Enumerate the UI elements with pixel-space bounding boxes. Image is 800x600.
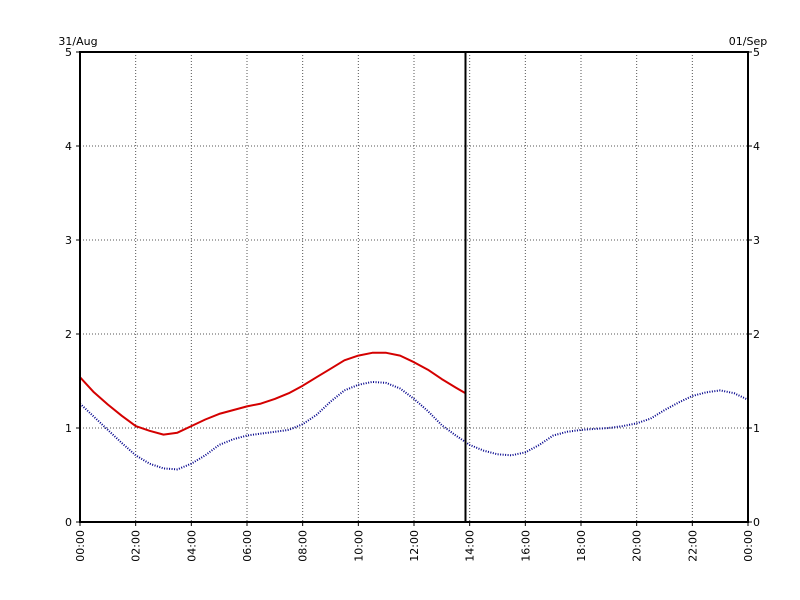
y-tick-label-left: 3: [65, 234, 72, 247]
series-layer: [79, 351, 749, 471]
x-tick-label: 18:00: [575, 530, 588, 562]
grid-layer: [80, 52, 748, 522]
y-tick-label-right: 4: [753, 140, 760, 153]
y-tick-label-right: 5: [753, 46, 760, 59]
predicted-series-line: [79, 380, 749, 471]
x-tick-label: 10:00: [352, 530, 365, 562]
observed-series-line: [79, 351, 467, 436]
y-tick-label-right: 0: [753, 516, 760, 529]
date-label-left: 31/Aug: [58, 35, 97, 48]
y-tick-label-left: 0: [65, 516, 72, 529]
x-tick-label: 22:00: [686, 530, 699, 562]
x-tick-label: 20:00: [631, 530, 644, 562]
x-tick-label: 04:00: [185, 530, 198, 562]
x-tick-label: 02:00: [130, 530, 143, 562]
y-tick-label-left: 4: [65, 140, 72, 153]
x-tick-label: 16:00: [519, 530, 532, 562]
y-tick-label-left: 2: [65, 328, 72, 341]
axes-layer: [76, 51, 752, 526]
x-tick-label: 12:00: [408, 530, 421, 562]
x-tick-label: 00:00: [742, 530, 755, 562]
y-tick-label-right: 2: [753, 328, 760, 341]
labels-layer: 0 0 1 1 2 2 3 3 4 4 5 5 00:00 02:00 04:00 06:00 08:00 10:…: [65, 46, 760, 562]
x-tick-label: 06:00: [241, 530, 254, 562]
y-tick-label-right: 3: [753, 234, 760, 247]
y-tick-label-left: 1: [65, 422, 72, 435]
y-tick-label-right: 1: [753, 422, 760, 435]
y-tick-label-left: 5: [65, 46, 72, 59]
date-label-right: 01/Sep: [729, 35, 767, 48]
x-tick-label: 00:00: [74, 530, 87, 562]
plot-frame: [79, 51, 749, 523]
x-tick-label: 14:00: [464, 530, 477, 562]
x-tick-label: 08:00: [297, 530, 310, 562]
